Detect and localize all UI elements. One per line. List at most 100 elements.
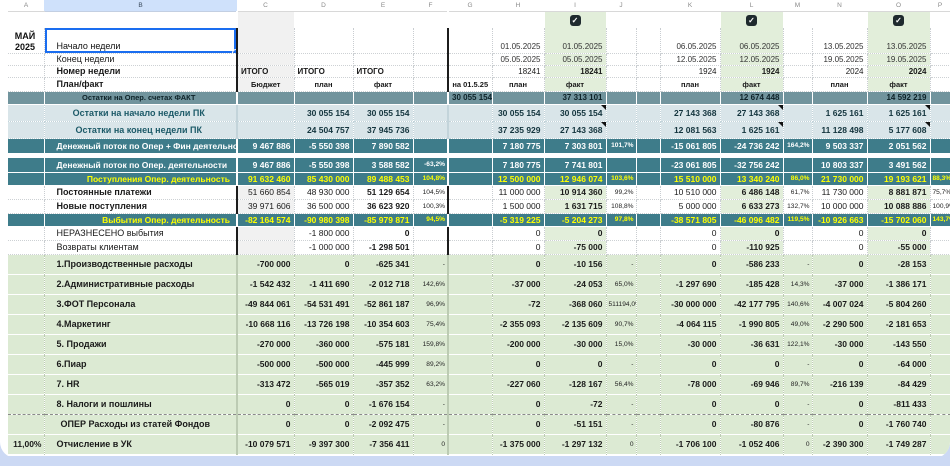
- cell-f2[interactable]: факт: [720, 77, 784, 92]
- cell-x3[interactable]: [930, 138, 950, 153]
- row-label[interactable]: 4.Маркетинг: [44, 314, 238, 334]
- cell-c[interactable]: 9 467 886: [237, 157, 294, 172]
- cell-p1[interactable]: -2 355 093: [492, 314, 545, 334]
- cell-f1[interactable]: ✓: [544, 11, 606, 28]
- column-header-I[interactable]: I: [544, 0, 606, 12]
- cell-f[interactable]: 96,9%: [413, 294, 449, 314]
- cell-f1[interactable]: 37 313 101: [544, 91, 606, 104]
- cell-x2[interactable]: 140,6%: [783, 294, 813, 314]
- cell-x2[interactable]: [783, 77, 813, 92]
- cell-x3[interactable]: 100,9%: [930, 199, 950, 214]
- cell-x1[interactable]: 511194,0%: [606, 294, 637, 314]
- cell-x3[interactable]: [930, 334, 950, 354]
- row-label[interactable]: Новые поступления: [44, 199, 238, 214]
- cell-f3[interactable]: -64 000: [867, 354, 931, 374]
- cell-c[interactable]: -49 844 061: [237, 294, 295, 314]
- cell-p1[interactable]: -227 060: [492, 374, 545, 394]
- cell-c[interactable]: 51 660 854: [237, 185, 295, 200]
- cell-d[interactable]: [294, 11, 353, 28]
- cell-p2[interactable]: 12 081 563: [660, 121, 721, 139]
- cell-x3[interactable]: [930, 434, 950, 454]
- cell-f3[interactable]: 1 625 161: [867, 104, 931, 122]
- cell-sp[interactable]: [636, 354, 661, 374]
- cell-f3[interactable]: -5 804 260: [867, 294, 931, 314]
- column-header-P[interactable]: P: [930, 0, 950, 12]
- cell-e[interactable]: -10 354 603: [353, 314, 414, 334]
- cell-f[interactable]: [413, 91, 448, 104]
- cell-c[interactable]: -82 164 574: [237, 213, 294, 226]
- cell-p3[interactable]: 11 730 000: [812, 185, 868, 200]
- cell-c[interactable]: [237, 121, 295, 139]
- cell-sp[interactable]: [636, 213, 660, 226]
- cell-d[interactable]: -565 019: [294, 374, 354, 394]
- cell-x2[interactable]: [783, 28, 813, 54]
- cell-f1[interactable]: -10 156: [544, 254, 607, 274]
- cell-p3[interactable]: 10 000 000: [812, 199, 868, 214]
- row-label[interactable]: Денежный поток по Опер + Фин деятельност…: [44, 138, 237, 153]
- cell-p3[interactable]: [812, 91, 867, 104]
- cell-sp[interactable]: [636, 434, 661, 454]
- cell-f3[interactable]: -55 000: [867, 240, 931, 255]
- cell-x2[interactable]: 0: [783, 434, 813, 454]
- cell-p3[interactable]: 0: [812, 254, 868, 274]
- cell-c[interactable]: -1 542 432: [237, 274, 295, 294]
- cell-c[interactable]: 0: [237, 394, 295, 414]
- cell-x2[interactable]: 122,1%: [783, 334, 813, 354]
- cell-x1[interactable]: [606, 104, 637, 122]
- cell-p2[interactable]: 06.05.2025: [660, 28, 721, 54]
- row-label[interactable]: Постоянные платежи: [44, 185, 238, 200]
- cell-x1[interactable]: 99,2%: [606, 185, 637, 200]
- cell-x1[interactable]: [606, 240, 637, 255]
- week2-fact-checkbox[interactable]: ✓: [746, 15, 757, 27]
- cell-c[interactable]: [237, 28, 295, 54]
- cell-g[interactable]: [448, 185, 493, 200]
- cell-d[interactable]: -9 397 300: [294, 434, 354, 454]
- cell-f3[interactable]: -811 433: [867, 394, 931, 414]
- cell-p1[interactable]: [492, 11, 544, 28]
- cell-f1[interactable]: 30 055 154: [544, 104, 607, 122]
- cell-a[interactable]: [8, 374, 45, 394]
- cell-f[interactable]: 142,6%: [413, 274, 449, 294]
- cell-d[interactable]: 24 504 757: [294, 121, 354, 139]
- cell-x2[interactable]: [783, 65, 813, 78]
- cell-f1[interactable]: -128 167: [544, 374, 607, 394]
- cell-p1[interactable]: 0: [492, 254, 545, 274]
- row-label[interactable]: Остатки на Опер. счетах ФАКТ: [44, 91, 237, 104]
- cell-e[interactable]: -2 092 475: [353, 413, 414, 434]
- cell-f[interactable]: -: [413, 413, 449, 434]
- cell-d[interactable]: 48 930 000: [294, 185, 354, 200]
- cell-f2[interactable]: 0: [720, 354, 784, 374]
- cell-x3[interactable]: [930, 121, 950, 139]
- cell-p1[interactable]: 0: [492, 413, 545, 434]
- cell-e[interactable]: -625 341: [353, 254, 414, 274]
- cell-sp[interactable]: [636, 11, 660, 28]
- cell-c[interactable]: -313 472: [237, 374, 295, 394]
- cell-x3[interactable]: 143,7%: [930, 213, 950, 226]
- cell-p3[interactable]: 10 803 337: [812, 157, 867, 172]
- cell-d[interactable]: [294, 28, 354, 54]
- cell-g[interactable]: [448, 65, 493, 78]
- cell-x1[interactable]: [606, 11, 636, 28]
- cell-x3[interactable]: [930, 374, 950, 394]
- cell-x3[interactable]: [930, 354, 950, 374]
- column-header-D[interactable]: D: [294, 0, 353, 12]
- column-header-N[interactable]: N: [812, 0, 867, 12]
- cell-f3[interactable]: -15 702 060: [867, 213, 930, 226]
- cell-x3[interactable]: [930, 226, 950, 241]
- cell-x1[interactable]: [606, 53, 637, 66]
- cell-x3[interactable]: [930, 11, 950, 28]
- cell-c[interactable]: Бюджет: [237, 77, 295, 92]
- cell-d[interactable]: 36 500 000: [294, 199, 354, 214]
- cell-p2[interactable]: -30 000 000: [660, 294, 721, 314]
- cell-x2[interactable]: [783, 11, 812, 28]
- cell-g[interactable]: [448, 354, 493, 374]
- cell-e[interactable]: 37 945 736: [353, 121, 414, 139]
- cell-p3[interactable]: [812, 153, 867, 157]
- cell-f[interactable]: [413, 153, 448, 157]
- cell-x3[interactable]: [930, 77, 950, 92]
- cell-x1[interactable]: 97,8%: [606, 213, 636, 226]
- cell-sp[interactable]: [636, 374, 661, 394]
- cell-e[interactable]: 89 488 453: [353, 172, 413, 185]
- cell-d[interactable]: -360 000: [294, 334, 354, 354]
- cell-p2[interactable]: план: [660, 77, 721, 92]
